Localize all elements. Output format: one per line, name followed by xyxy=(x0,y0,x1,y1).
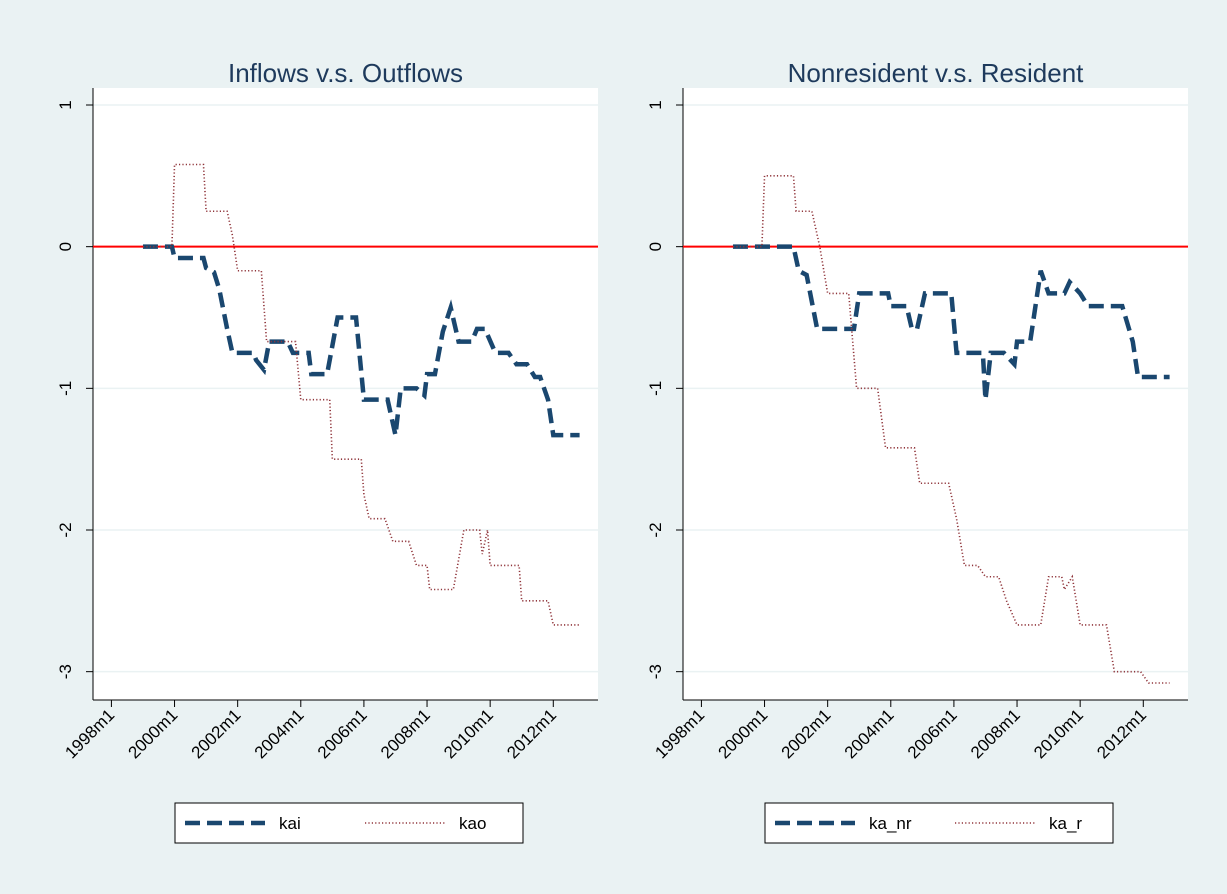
chart-title: Nonresident v.s. Resident xyxy=(788,58,1085,88)
legend-label: ka_nr xyxy=(869,814,912,833)
y-tick-label: -2 xyxy=(646,522,665,537)
y-tick-label: 1 xyxy=(646,100,665,109)
legend-label: ka_r xyxy=(1049,814,1082,833)
plot-area xyxy=(93,88,598,700)
plot-area xyxy=(683,88,1188,700)
series-line xyxy=(142,244,580,438)
y-tick-label: 0 xyxy=(56,242,75,251)
legend-label: kai xyxy=(279,814,301,833)
chart-title: Inflows v.s. Outflows xyxy=(228,58,463,88)
y-tick-label: 0 xyxy=(646,242,665,251)
y-tick-label: -1 xyxy=(56,381,75,396)
y-tick-label: -3 xyxy=(646,664,665,679)
y-tick-label: -3 xyxy=(56,664,75,679)
legend-label: kao xyxy=(459,814,486,833)
y-tick-label: 1 xyxy=(56,100,75,109)
y-tick-label: -1 xyxy=(646,381,665,396)
series-line xyxy=(142,163,580,626)
series-line xyxy=(732,244,1170,400)
y-tick-label: -2 xyxy=(56,522,75,537)
